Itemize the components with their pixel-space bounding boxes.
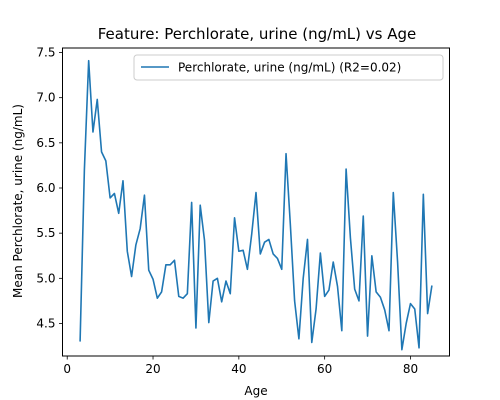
y-tick-label: 6.0 (36, 181, 55, 195)
legend: Perchlorate, urine (ng/mL) (R2=0.02) (134, 55, 443, 80)
x-tick-label: 0 (63, 362, 71, 376)
x-tick-label: 40 (231, 362, 246, 376)
x-tick-label: 80 (403, 362, 418, 376)
x-tick-label: 20 (145, 362, 160, 376)
y-tick-label: 7.5 (36, 46, 55, 60)
y-tick-label: 5.5 (36, 226, 55, 240)
y-tick-label: 6.5 (36, 136, 55, 150)
chart-title: Feature: Perchlorate, urine (ng/mL) vs A… (98, 25, 417, 43)
series-line-perchlorate (80, 61, 432, 350)
y-tick-label: 4.5 (36, 316, 55, 330)
y-axis-label: Mean Perchlorate, urine (ng/mL) (11, 104, 25, 298)
plot-area: 0 20 40 60 80 4.5 5.0 5.5 6.0 6.5 7.0 7.5 (36, 46, 449, 376)
legend-label: Perchlorate, urine (ng/mL) (R2=0.02) (178, 61, 401, 75)
y-tick-label: 5.0 (36, 271, 55, 285)
x-tick-label: 60 (317, 362, 332, 376)
x-axis-label: Age (244, 384, 267, 398)
y-tick-label: 7.0 (36, 91, 55, 105)
y-axis-ticks: 4.5 5.0 5.5 6.0 6.5 7.0 7.5 (36, 46, 62, 331)
x-axis-ticks: 0 20 40 60 80 (63, 356, 418, 376)
